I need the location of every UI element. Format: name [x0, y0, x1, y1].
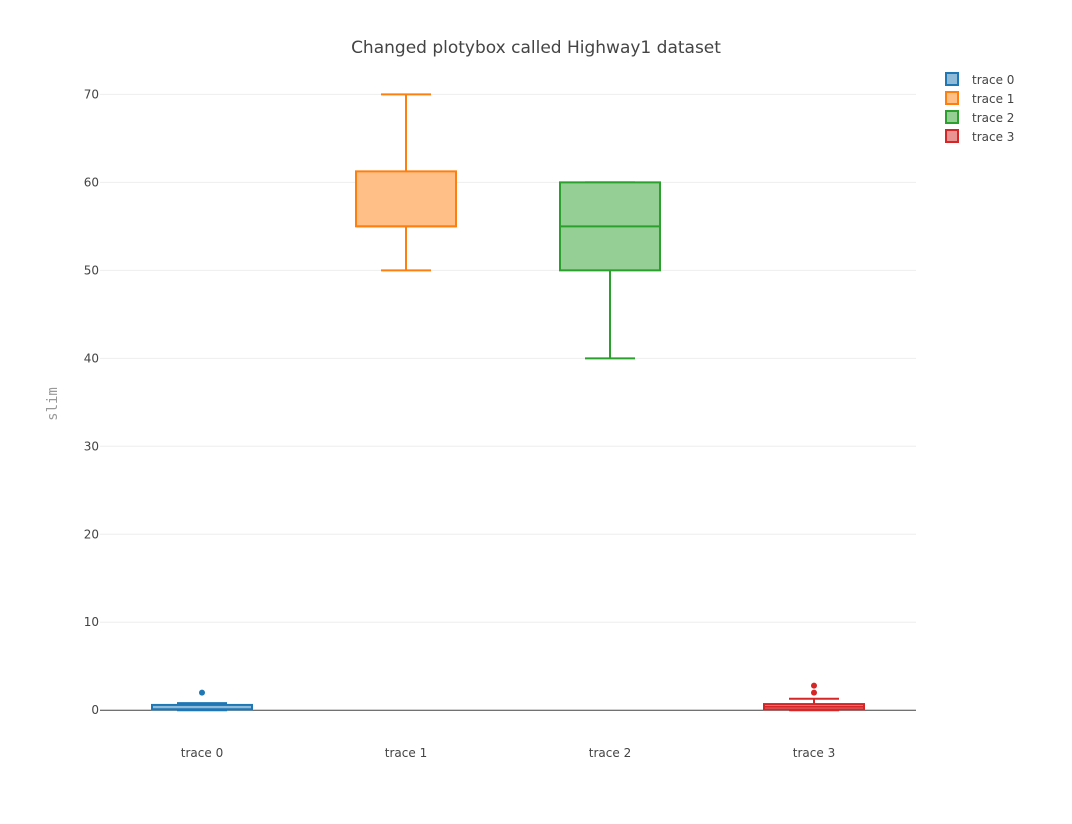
x-tick-label: trace 0 — [181, 746, 223, 760]
x-tick-label: trace 3 — [793, 746, 835, 760]
box-body — [355, 170, 457, 228]
box-trace — [559, 181, 661, 360]
box-trace — [151, 689, 253, 712]
outlier-point — [811, 682, 817, 689]
legend-swatch — [945, 91, 959, 105]
box-traces — [151, 93, 865, 712]
y-tick-label: 50 — [84, 263, 99, 277]
y-axis-title: slim — [45, 387, 61, 421]
legend-swatch — [945, 72, 959, 86]
legend-label: trace 3 — [972, 130, 1014, 144]
legend-swatch — [945, 129, 959, 143]
outlier-point — [811, 689, 817, 696]
x-tick-label: trace 2 — [589, 746, 631, 760]
y-tick-label: 10 — [84, 615, 99, 629]
legend-label: trace 1 — [972, 92, 1014, 106]
y-tick-label: 60 — [84, 175, 99, 189]
y-axis-ticks: 0 10 20 30 40 50 60 70 — [84, 87, 99, 717]
legend-item: trace 1 — [945, 91, 1014, 106]
grid-lines — [100, 93, 916, 711]
y-tick-label: 70 — [84, 87, 99, 101]
x-tick-label: trace 1 — [385, 746, 427, 760]
x-axis-ticks: trace 0 trace 1 trace 2 trace 3 — [181, 746, 835, 760]
y-tick-label: 30 — [84, 439, 99, 453]
box-trace — [355, 93, 457, 272]
box-trace — [763, 682, 865, 712]
legend: trace 0 trace 1 trace 2 trace 3 — [945, 72, 1014, 144]
y-tick-label: 20 — [84, 527, 99, 541]
legend-item: trace 2 — [945, 110, 1014, 125]
chart-title: Changed plotybox called Highway1 dataset — [351, 38, 721, 58]
legend-label: trace 0 — [972, 73, 1014, 87]
legend-item: trace 0 — [945, 72, 1014, 87]
legend-swatch — [945, 110, 959, 124]
legend-item: trace 3 — [945, 129, 1014, 144]
y-tick-label: 0 — [91, 703, 99, 717]
outlier-point — [199, 689, 205, 696]
legend-label: trace 2 — [972, 111, 1014, 125]
y-tick-label: 40 — [84, 351, 99, 365]
